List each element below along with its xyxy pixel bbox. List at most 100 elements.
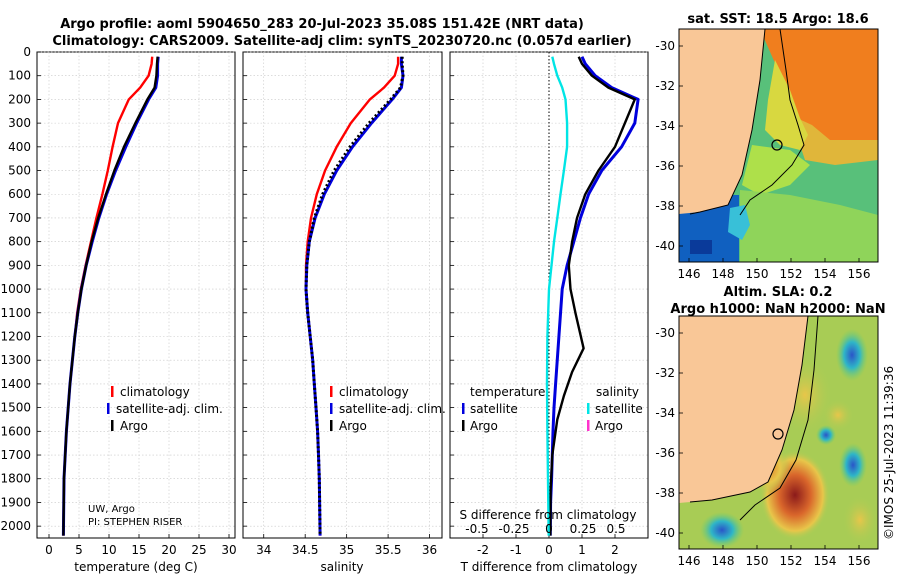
salinity-panel: 34 34.5 35 35.5 36 salinity climatology sate…: [242, 51, 446, 574]
legend-temp-satellite-swatch: [462, 403, 465, 414]
legend-argo-label: Argo: [339, 419, 367, 433]
s-tick-label: -0.5: [465, 522, 488, 536]
legend-satellite-label: satellite-adj. clim.: [339, 402, 446, 416]
legend-satellite-swatch: [107, 403, 110, 414]
legend-sal-satellite-label: satellite: [595, 402, 643, 416]
lon-tick-label: 152: [780, 267, 803, 281]
t-difference-xlabel: T difference from climatology: [460, 560, 638, 574]
sla-map: 146 148 150 152 154 156 -30 -32 -34 -36 -38 -40: [655, 315, 879, 568]
lat-tick-label: -38: [655, 486, 675, 500]
lat-tick-label: -40: [655, 526, 675, 540]
y-tick-label: 800: [8, 235, 31, 249]
sst-map: 146 148 150 152 154 156 -30 -32 -34 -36 -38 -40: [655, 28, 879, 281]
sla-map-title-line2: Argo h1000: NaN h2000: NaN: [670, 302, 885, 317]
legend-temperature-heading: temperature: [470, 385, 545, 399]
lon-tick-label: 146: [678, 267, 701, 281]
y-tick-label: 0: [23, 45, 31, 59]
legend-temp-argo-label: Argo: [470, 419, 498, 433]
temperature-legend: climatology satellite-adj. clim. Argo: [107, 385, 223, 433]
y-tick-label: 200: [8, 92, 31, 106]
x-tick-label: 0: [45, 543, 53, 557]
lon-tick-label: 146: [678, 554, 701, 568]
x-tick-label: 34.5: [292, 543, 319, 557]
x-tick-label: 5: [75, 543, 83, 557]
sla-argo-location-marker: [772, 428, 784, 440]
temperature-grid: [37, 51, 235, 538]
x-tick-label: -2: [477, 543, 489, 557]
s-tick-label: 0.5: [606, 522, 625, 536]
lat-tick-label: -34: [655, 406, 675, 420]
lat-tick-label: -36: [655, 446, 675, 460]
lon-tick-label: 156: [848, 554, 871, 568]
legend-sal-argo-swatch: [587, 420, 590, 431]
x-tick-label: 35: [339, 543, 354, 557]
temperature-axes-box: [36, 51, 236, 539]
lon-tick-label: 156: [848, 267, 871, 281]
temperature-panel: 0 5 10 15 20 25 30 temperature (deg C) climato…: [36, 51, 237, 574]
y-tick-label: 300: [8, 116, 31, 130]
series-line-argo: [304, 56, 405, 536]
legend-climatology-swatch: [330, 386, 333, 397]
y-tick-label: 1400: [0, 377, 31, 391]
sst-map-ticks: 146 148 150 152 154 156 -30 -32 -34 -36 -38 -40: [655, 39, 870, 281]
s-tick-label: 0.25: [570, 522, 597, 536]
lon-tick-label: 150: [746, 267, 769, 281]
x-tick-label: 25: [191, 543, 206, 557]
y-tick-label: 1100: [0, 306, 31, 320]
s-tick-label: 0: [545, 522, 553, 536]
y-tick-label: 1600: [0, 424, 31, 438]
legend-climatology-swatch: [111, 386, 114, 397]
salinity-grid: [243, 51, 442, 538]
difference-ticks: -2 -1 0 1 2: [450, 51, 619, 557]
sla-map-title-line1: Altim. SLA: 0.2: [724, 285, 833, 300]
temperature-lines: [61, 56, 160, 536]
lon-tick-label: 154: [814, 267, 837, 281]
difference-lines: [545, 56, 640, 536]
difference-panel: -2 -1 0 1 2 S difference from climatology -0…: [449, 51, 649, 574]
lat-tick-label: -32: [655, 79, 675, 93]
lat-tick-label: -38: [655, 199, 675, 213]
timestamp-label: ©IMOS 25-Jul-2023 11:39:36: [882, 366, 896, 540]
legend-temp-satellite-label: satellite: [470, 402, 518, 416]
salinity-ticks: 34 34.5 35 35.5 36: [243, 51, 437, 557]
x-tick-label: 30: [221, 543, 236, 557]
lat-tick-label: -34: [655, 119, 675, 133]
legend-climatology-label: climatology: [339, 385, 409, 399]
sst-coastline: [689, 29, 766, 215]
series-line-argo: [62, 56, 159, 536]
y-tick-label: 1800: [0, 472, 31, 486]
y-tick-label: 1700: [0, 448, 31, 462]
legend-satellite-swatch: [330, 403, 333, 414]
lon-tick-label: 148: [712, 267, 735, 281]
series-line-salinity-satellite: [545, 56, 569, 536]
salinity-legend: climatology satellite-adj. clim. Argo: [330, 385, 446, 433]
y-tick-label: 1000: [0, 282, 31, 296]
legend-sal-argo-label: Argo: [595, 419, 623, 433]
y-tick-label: 1300: [0, 353, 31, 367]
legend-argo-swatch: [111, 420, 114, 431]
lon-tick-label: 148: [712, 554, 735, 568]
temperature-xlabel: temperature (deg C): [74, 560, 197, 574]
depth-axis-ticks: 0 100 200 300 400 500 600 700 800 900 1000 1100 1200…: [0, 45, 31, 533]
x-tick-label: 0: [545, 543, 553, 557]
s-difference-ticks: -0.5 -0.25 0 0.25 0.5: [465, 522, 625, 536]
figure-title-line2: Climatology: CARS2009. Satellite-adj cli…: [52, 34, 631, 49]
lon-tick-label: 152: [780, 554, 803, 568]
x-tick-label: 36: [422, 543, 437, 557]
s-difference-label: S difference from climatology: [460, 508, 637, 522]
x-tick-label: 34: [256, 543, 271, 557]
lon-tick-label: 150: [746, 554, 769, 568]
y-tick-label: 2000: [0, 519, 31, 533]
series-line-temperature-argo: [549, 56, 636, 536]
salinity-xlabel: salinity: [320, 560, 363, 574]
x-tick-label: -1: [510, 543, 522, 557]
x-tick-label: 15: [131, 543, 146, 557]
figure-title-line1: Argo profile: aoml 5904650_283 20-Jul-20…: [60, 17, 584, 32]
x-tick-label: 10: [101, 543, 116, 557]
lat-tick-label: -32: [655, 366, 675, 380]
legend-temp-argo-swatch: [462, 420, 465, 431]
s-tick-label: -0.25: [498, 522, 529, 536]
legend-argo-label: Argo: [120, 419, 148, 433]
salinity-lines: [304, 56, 405, 536]
